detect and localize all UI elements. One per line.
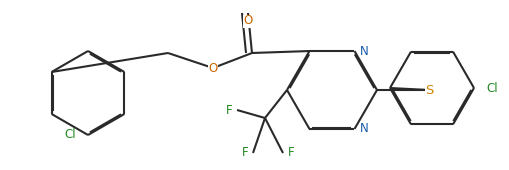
Text: O: O <box>208 62 218 74</box>
Text: S: S <box>425 83 433 97</box>
Text: F: F <box>288 147 294 159</box>
Text: N: N <box>360 45 369 57</box>
Text: O: O <box>243 14 252 28</box>
Text: Cl: Cl <box>486 81 498 95</box>
Text: F: F <box>225 104 232 116</box>
Text: Cl: Cl <box>64 129 76 141</box>
Text: N: N <box>360 122 369 135</box>
Text: F: F <box>242 147 248 159</box>
